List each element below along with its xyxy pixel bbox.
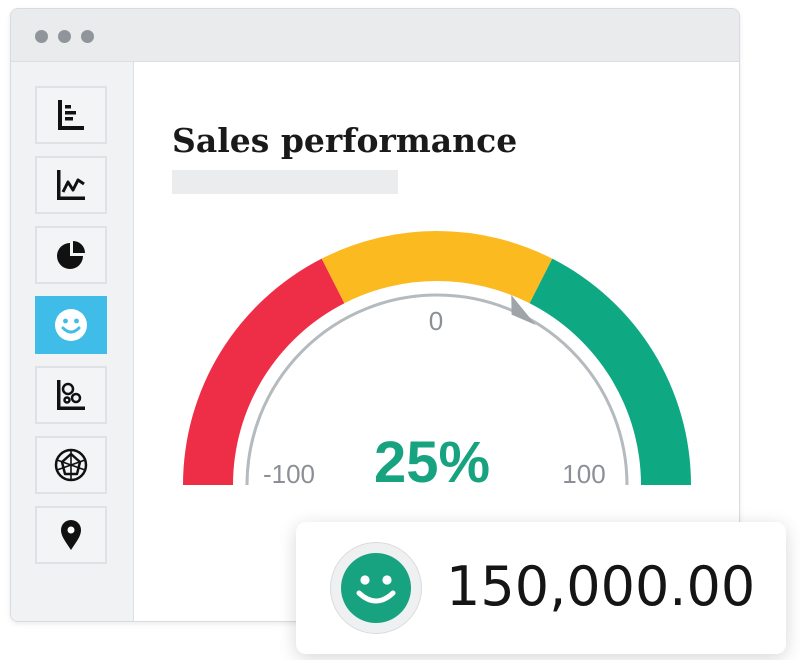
bubble-chart-icon	[57, 380, 85, 410]
gauge-min-label: -100	[263, 459, 315, 489]
subtitle-placeholder-bar	[172, 170, 398, 194]
gauge-mid-label: 0	[429, 306, 443, 336]
map-pin-icon	[61, 520, 81, 550]
window-dot[interactable]	[35, 30, 48, 43]
gauge-segment-medium	[321, 231, 553, 304]
sidebar-item-line-chart[interactable]	[35, 156, 107, 214]
gauge-scale-arc	[245, 293, 629, 486]
sidebar-item-bubble-chart[interactable]	[35, 366, 107, 424]
window-titlebar	[11, 9, 739, 62]
sidebar-item-map[interactable]	[35, 506, 107, 564]
gauge-segment-high	[529, 258, 691, 485]
gauge-value-label: 25%	[374, 430, 490, 495]
sidebar-item-radar-chart[interactable]	[35, 436, 107, 494]
line-chart-icon	[57, 170, 85, 200]
smiley-icon	[55, 309, 87, 341]
page-title: Sales performance	[172, 121, 518, 160]
summary-avatar	[330, 542, 422, 634]
sidebar	[11, 62, 134, 621]
gauge-segments	[183, 231, 691, 485]
gauge-needle	[511, 295, 536, 325]
sidebar-item-pie-chart[interactable]	[35, 226, 107, 284]
summary-value: 150,000.00	[446, 555, 756, 618]
window-dot[interactable]	[58, 30, 71, 43]
pie-chart-icon	[57, 241, 85, 269]
bar-chart-icon	[58, 100, 84, 130]
gauge-segment-low	[183, 258, 345, 485]
window-dot[interactable]	[81, 30, 94, 43]
gauge-max-label: 100	[562, 459, 605, 489]
summary-card: 150,000.00	[296, 522, 786, 654]
sidebar-item-gauge[interactable]	[35, 296, 107, 354]
radar-chart-icon	[54, 448, 88, 482]
smiley-icon	[341, 553, 411, 623]
sidebar-item-bar-chart[interactable]	[35, 86, 107, 144]
